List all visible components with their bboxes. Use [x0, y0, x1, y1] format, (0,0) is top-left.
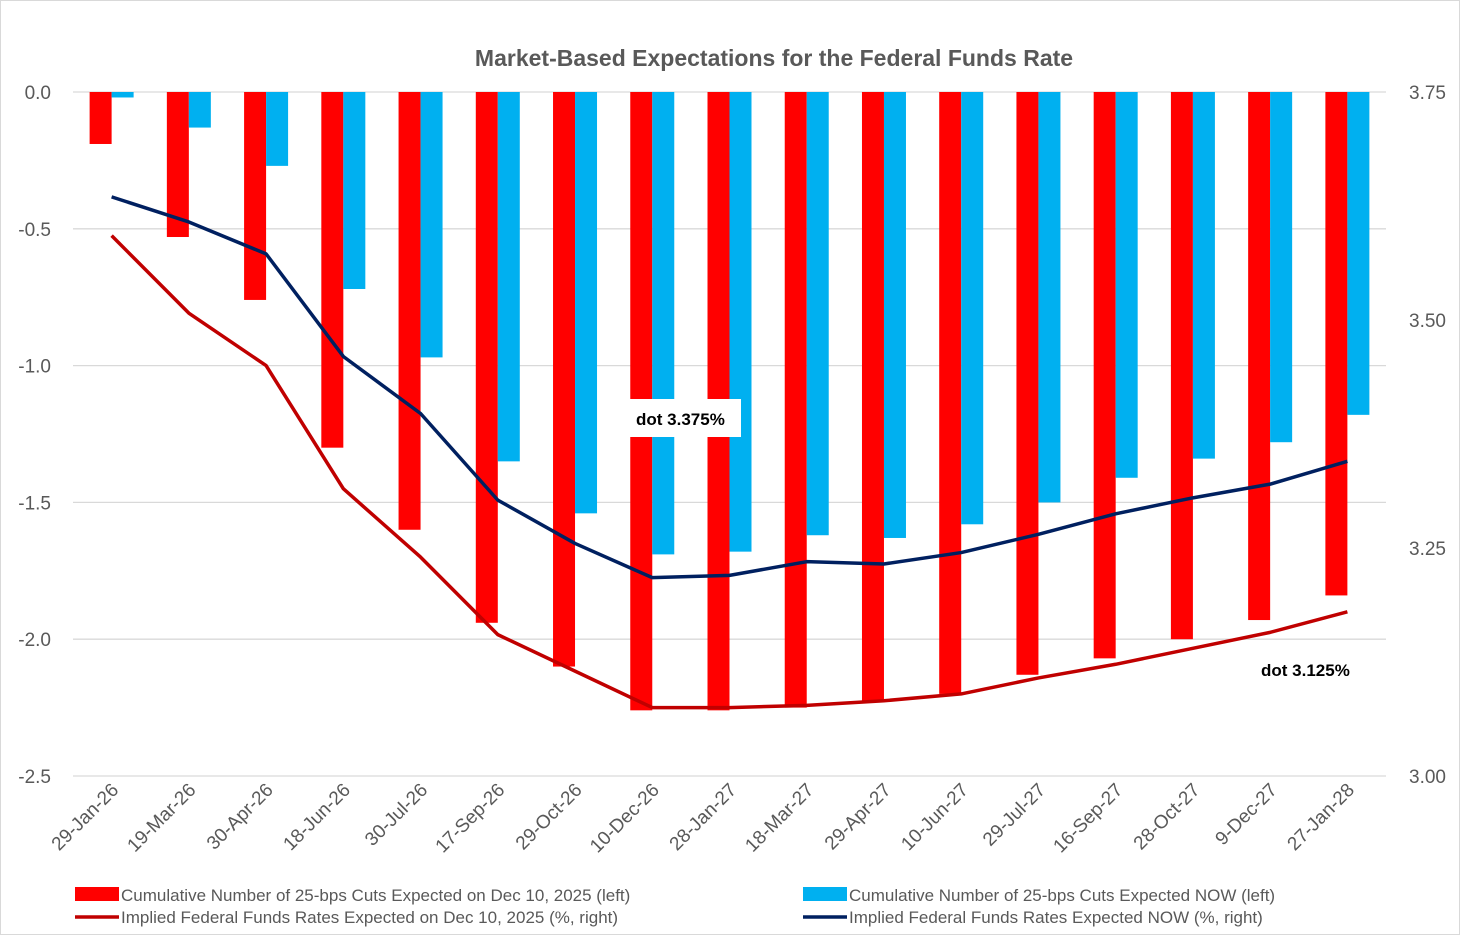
- left-axis-tick-label: -0.5: [18, 220, 51, 241]
- bar-now: [266, 92, 289, 166]
- bar-now: [1038, 92, 1061, 503]
- bar-now: [652, 92, 675, 555]
- x-axis-tick-label: 28-Jan-27: [666, 780, 741, 855]
- right-axis-tick-label: 3.25: [1409, 539, 1446, 560]
- bar-now: [883, 92, 906, 538]
- bar-dec10: [553, 92, 576, 667]
- bar-now: [188, 92, 211, 128]
- left-axis-tick-label: -2.0: [18, 630, 51, 651]
- x-axis-tick-label: 27-Jan-28: [1284, 780, 1359, 855]
- x-axis-tick-label: 30-Jul-26: [361, 780, 432, 851]
- bar-now: [497, 92, 520, 462]
- bar-dec10: [784, 92, 807, 708]
- bar-now: [111, 92, 134, 98]
- bar-now: [1347, 92, 1370, 415]
- bar-now: [1270, 92, 1293, 443]
- x-axis-tick-label: 29-Oct-26: [512, 780, 587, 855]
- bar-dec10: [89, 92, 112, 144]
- bar-dec10: [1248, 92, 1271, 621]
- legend-label: Cumulative Number of 25-bps Cuts Expecte…: [121, 886, 630, 905]
- legend-label: Implied Federal Funds Rates Expected on …: [121, 908, 618, 927]
- left-axis-tick-label: -2.5: [18, 767, 51, 788]
- bar-now: [575, 92, 598, 514]
- x-axis-tick-label: 10-Dec-26: [586, 780, 664, 858]
- legend-label: Cumulative Number of 25-bps Cuts Expecte…: [849, 886, 1275, 905]
- x-axis-tick-label: 16-Sep-27: [1050, 780, 1128, 858]
- bar-dec10: [398, 92, 421, 530]
- left-axis-tick-label: -1.5: [18, 493, 51, 514]
- bar-now: [961, 92, 984, 525]
- x-axis-tick-label: 29-Jan-26: [48, 780, 123, 855]
- line-now: [111, 195, 1348, 580]
- bar-dec10: [1325, 92, 1348, 596]
- line-dec10: [110, 234, 1348, 710]
- bar-dec10: [1016, 92, 1039, 675]
- right-axis-tick-label: 3.00: [1409, 767, 1446, 788]
- annotation-dot-2027: dot 3.125%: [1261, 661, 1350, 680]
- bar-now: [1192, 92, 1215, 459]
- x-axis-tick-label: 30-Apr-26: [203, 780, 278, 855]
- right-axis-tick-label: 3.50: [1409, 311, 1446, 332]
- bar-dec10: [166, 92, 189, 238]
- x-axis-tick-label: 19-Mar-26: [124, 780, 201, 857]
- x-axis-tick-label: 9-Dec-27: [1212, 780, 1282, 850]
- x-axis-tick-label: 29-Apr-27: [821, 780, 896, 855]
- left-axis-tick-label: 0.0: [25, 83, 51, 104]
- x-axis-tick-label: 29-Jul-27: [979, 780, 1050, 851]
- annotation-dot-2026: dot 3.375%: [636, 410, 725, 429]
- x-axis-tick-label: 18-Mar-27: [741, 780, 818, 857]
- bar-dec10: [1170, 92, 1193, 640]
- bar-dec10: [861, 92, 884, 703]
- legend-label: Implied Federal Funds Rates Expected NOW…: [849, 908, 1263, 927]
- bar-now: [1115, 92, 1138, 478]
- bar-dec10: [939, 92, 962, 694]
- bar-dec10: [475, 92, 498, 623]
- bar-now: [343, 92, 366, 289]
- bar-now: [729, 92, 752, 552]
- x-axis-tick-label: 28-Oct-27: [1130, 780, 1205, 855]
- x-axis-tick-label: 10-Jun-27: [897, 780, 972, 855]
- bar-dec10: [321, 92, 344, 448]
- x-axis-tick-label: 18-Jun-26: [280, 780, 355, 855]
- bar-dec10: [1093, 92, 1116, 659]
- x-axis-tick-label: 17-Sep-26: [432, 780, 510, 858]
- bar-now: [420, 92, 443, 358]
- left-axis-tick-label: -1.0: [18, 357, 51, 378]
- annotation-background: [629, 399, 741, 437]
- right-axis-tick-label: 3.75: [1409, 83, 1446, 104]
- chart-title: Market-Based Expectations for the Federa…: [475, 45, 1073, 71]
- legend-swatch: [803, 887, 847, 901]
- bar-dec10: [244, 92, 267, 300]
- legend-swatch: [75, 887, 119, 901]
- bar-now: [806, 92, 829, 536]
